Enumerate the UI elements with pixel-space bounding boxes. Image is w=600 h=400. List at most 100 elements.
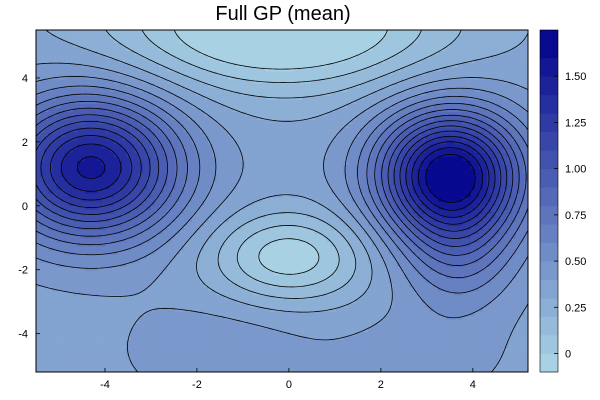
contour-cell (64, 327, 70, 332)
contour-cell (171, 270, 176, 275)
contour-cell (286, 205, 291, 210)
contour-cell (286, 351, 291, 357)
contour-cell (97, 347, 103, 353)
contour-cell (482, 323, 488, 328)
contour-cell (130, 225, 135, 231)
contour-cell (175, 237, 181, 243)
contour-cell (261, 363, 267, 369)
contour-cell (224, 213, 230, 218)
contour-cell (118, 286, 123, 292)
contour-cell (105, 351, 111, 357)
contour-cell (122, 233, 127, 239)
contour-cell (183, 278, 189, 284)
contour-cell (257, 286, 263, 292)
contour-cell (519, 258, 525, 263)
contour-cell (269, 270, 275, 275)
contour-cell (89, 302, 94, 308)
contour-cell (159, 278, 164, 284)
contour-cell (77, 319, 82, 324)
contour-cell (220, 343, 226, 349)
contour-cell (396, 266, 402, 271)
contour-cell (93, 343, 99, 349)
contour-cell (257, 359, 263, 365)
contour-cell (167, 363, 172, 369)
contour-cell (52, 282, 58, 288)
contour-cell (265, 262, 271, 267)
contour-cell (519, 355, 525, 361)
contour-cell (302, 249, 308, 255)
contour-cell (446, 229, 451, 235)
contour-cell (400, 286, 406, 292)
contour-cell (179, 331, 185, 336)
contour-cell (355, 323, 361, 328)
contour-cell (376, 258, 381, 263)
contour-cell (150, 274, 156, 279)
contour-cell (507, 282, 513, 288)
contour-cell (138, 306, 144, 312)
contour-cell (64, 262, 70, 267)
contour-cell (150, 331, 156, 336)
contour-cell (101, 249, 107, 255)
contour-cell (466, 319, 472, 324)
contour-cell (113, 278, 119, 284)
contour-cell (429, 355, 435, 361)
contour-cell (216, 339, 222, 345)
contour-cell (458, 323, 463, 328)
contour-cell (290, 270, 295, 275)
contour-cell (302, 237, 308, 243)
contour-cell (171, 323, 176, 328)
contour-cell (113, 331, 119, 336)
contour-cell (167, 298, 172, 304)
contour-cell (60, 367, 66, 372)
contour-cell (52, 258, 58, 263)
contour-cell (142, 347, 148, 353)
contour-cell (441, 282, 447, 288)
contour-cell (146, 266, 152, 271)
contour-cell (56, 310, 62, 316)
contour-cell (52, 315, 58, 320)
contour-cell (269, 343, 275, 349)
contour-cell (159, 319, 164, 324)
contour-cell (302, 327, 308, 332)
contour-cell (261, 286, 267, 292)
contour-cell (72, 209, 78, 214)
contour-cell (85, 363, 90, 369)
contour-cell (216, 217, 222, 222)
contour-cell (331, 241, 336, 247)
contour-cell (405, 270, 410, 275)
contour-cell (347, 331, 353, 336)
contour-cell (134, 225, 140, 231)
contour-cell (294, 270, 299, 275)
contour-cell (154, 282, 160, 288)
contour-cell (44, 355, 49, 361)
contour-cell (126, 266, 131, 271)
contour-cell (462, 229, 468, 235)
contour-cell (249, 323, 254, 328)
contour-cell (44, 290, 49, 296)
contour-cell (372, 347, 377, 353)
contour-cell (154, 229, 160, 235)
contour-cell (331, 363, 336, 369)
contour-cell (503, 233, 509, 239)
contour-cell (335, 225, 340, 231)
contour-cell (146, 217, 152, 222)
contour-cell (249, 282, 254, 288)
contour-cell (183, 201, 189, 206)
contour-cell (441, 286, 447, 292)
contour-cell (241, 327, 246, 332)
contour-cell (359, 274, 365, 279)
contour-cell (183, 367, 189, 372)
contour-cell (142, 209, 148, 214)
contour-cell (474, 249, 480, 255)
contour-cell (113, 315, 119, 320)
contour-cell (487, 221, 492, 227)
contour-cell (118, 205, 123, 210)
contour-cell (183, 241, 189, 247)
contour-cell (405, 286, 410, 292)
contour-cell (236, 331, 242, 336)
contour-cell (323, 278, 328, 284)
contour-cell (60, 245, 66, 251)
contour-cell (113, 282, 119, 288)
contour-cell (200, 282, 205, 288)
contour-cell (474, 266, 480, 271)
